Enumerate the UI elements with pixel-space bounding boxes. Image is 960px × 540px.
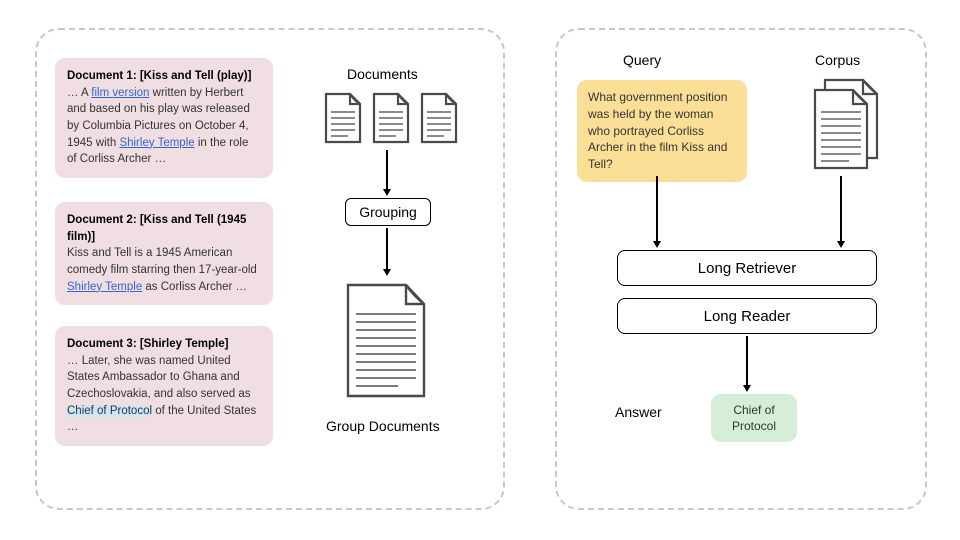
doc3-tb: of the United States — [152, 405, 256, 417]
doc3-ta: Later, she was named United States Ambas… — [67, 355, 250, 400]
doc3-post: … — [67, 421, 79, 433]
doc2-title: Document 2: [Kiss and Tell (1945 film)] — [67, 214, 246, 243]
doc2-post: … — [236, 281, 248, 293]
corpus-icon — [805, 76, 885, 177]
documents-icons-row — [320, 92, 460, 144]
doc1-link2: Shirley Temple — [119, 137, 194, 149]
doc2-tb: as Corliss Archer — [142, 281, 235, 293]
arrow-head-icon — [837, 241, 845, 248]
doc1-title: Document 1: [Kiss and Tell (play)] — [67, 70, 251, 82]
panel-left: Document 1: [Kiss and Tell (play)] … A f… — [35, 28, 505, 510]
arrow-docs-grouping — [386, 150, 388, 190]
doc3-highlight: Chief of Protocol — [67, 405, 152, 417]
group-documents-label: Group Documents — [326, 418, 440, 434]
doc1-post: … — [155, 153, 167, 165]
grouping-box: Grouping — [345, 198, 431, 226]
doc3-pre: … — [67, 355, 79, 367]
answer-box: Chief of Protocol — [711, 394, 797, 442]
doc2-link1: Shirley Temple — [67, 281, 142, 293]
arrow-reader-answer — [746, 336, 748, 386]
arrow-head-icon — [743, 385, 751, 392]
doc1-ta: A — [79, 87, 92, 99]
arrow-head-icon — [383, 269, 391, 276]
arrow-grouping-groupdoc — [386, 228, 388, 270]
arrow-head-icon — [383, 189, 391, 196]
doc3-title: Document 3: [Shirley Temple] — [67, 338, 228, 350]
group-document-icon — [340, 282, 432, 405]
doc-card-2: Document 2: [Kiss and Tell (1945 film)] … — [55, 202, 273, 305]
arrow-corpus-retriever — [840, 176, 842, 242]
doc2-ta: Kiss and Tell is a 1945 American comedy … — [67, 247, 257, 276]
document-icon — [368, 92, 412, 144]
long-retriever-box: Long Retriever — [617, 250, 877, 286]
query-box: What government position was held by the… — [577, 80, 747, 182]
doc-card-1: Document 1: [Kiss and Tell (play)] … A f… — [55, 58, 273, 178]
corpus-label: Corpus — [815, 52, 860, 68]
document-icon — [416, 92, 460, 144]
arrow-head-icon — [653, 241, 661, 248]
answer-label: Answer — [615, 404, 662, 420]
long-reader-box: Long Reader — [617, 298, 877, 334]
documents-label: Documents — [347, 66, 418, 82]
document-icon — [320, 92, 364, 144]
doc-card-3: Document 3: [Shirley Temple] … Later, sh… — [55, 326, 273, 446]
doc1-link1: film version — [91, 87, 149, 99]
doc1-pre: … — [67, 87, 79, 99]
query-label: Query — [623, 52, 661, 68]
panel-right: Query Corpus What government position wa… — [555, 28, 927, 510]
arrow-query-retriever — [656, 176, 658, 242]
